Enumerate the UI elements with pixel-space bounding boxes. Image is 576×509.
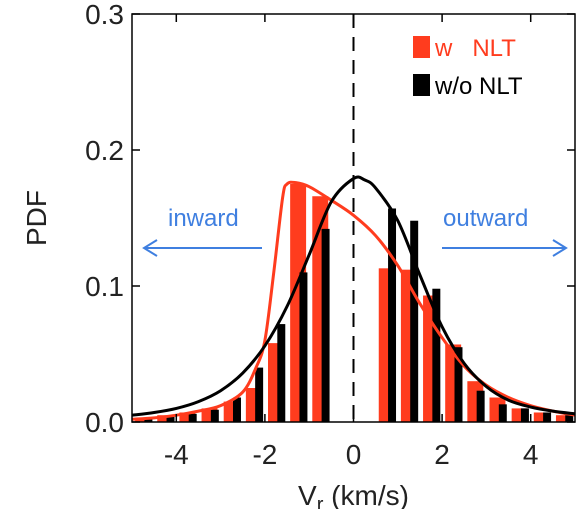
bar-wo-nlt [233,397,241,422]
bar-w-nlt [157,415,174,422]
bar-w-nlt [555,415,572,422]
x-axis-title-subscript: r [317,494,324,509]
bar-wo-nlt [410,220,419,422]
x-tick-label: -2 [252,439,277,470]
fit-curve-wo-nlt [131,175,576,417]
annotation-outward: outward [442,205,568,257]
annotation-inward: inward [142,205,262,257]
outward-arrow-icon [552,239,568,257]
y-tick-label: 0.3 [85,0,124,30]
bar-wo-nlt [321,228,330,422]
ticks-layer: -4 -2 0 2 4 0.0 0.1 0.2 0.3 [85,0,575,470]
bar-wo-nlt [498,404,507,422]
bar-wo-nlt [454,347,463,422]
x-tick-label: 4 [523,439,539,470]
bar-wo-nlt [543,412,552,422]
fit-curves-layer [131,175,576,421]
bar-wo-nlt [255,367,264,422]
y-tick-label: 0.0 [85,407,124,438]
x-axis-title: Vr (km/s) [298,480,409,509]
bar-wo-nlt [520,408,529,422]
x-tick-label: -4 [164,439,189,470]
y-tick-label: 0.2 [85,135,124,166]
legend-label-wo-nlt: w/o NLT [434,73,523,100]
x-tick-label: 2 [434,439,450,470]
bar-wo-nlt [476,390,485,422]
bar-w-nlt [533,412,550,422]
bar-wo-nlt [188,413,197,422]
bar-wo-nlt [299,272,308,422]
y-axis-title: PDF [21,190,52,246]
bar-wo-nlt [210,409,219,422]
y-tick-label: 0.1 [85,271,124,302]
bar-w-nlt [179,412,196,422]
outward-label: outward [443,205,528,232]
bar-wo-nlt [144,417,153,422]
legend-swatch-wo-nlt [413,74,430,96]
x-axis-title-unit: (km/s) [323,480,409,509]
bars-layer [135,184,574,422]
bar-wo-nlt [277,324,286,422]
bar-wo-nlt [432,288,441,422]
bar-wo-nlt [166,416,175,422]
x-axis-title-main: V [298,480,317,509]
legend-mask [133,15,140,95]
legend-swatch-w-nlt [413,36,430,58]
x-tick-label: 0 [346,439,362,470]
inward-arrow-icon [142,239,158,257]
legend: w NLT w/o NLT [413,35,523,100]
inward-label: inward [168,205,239,232]
bar-wo-nlt [388,208,397,422]
bar-wo-nlt [565,415,574,422]
legend-label-w-nlt: w NLT [434,35,516,62]
